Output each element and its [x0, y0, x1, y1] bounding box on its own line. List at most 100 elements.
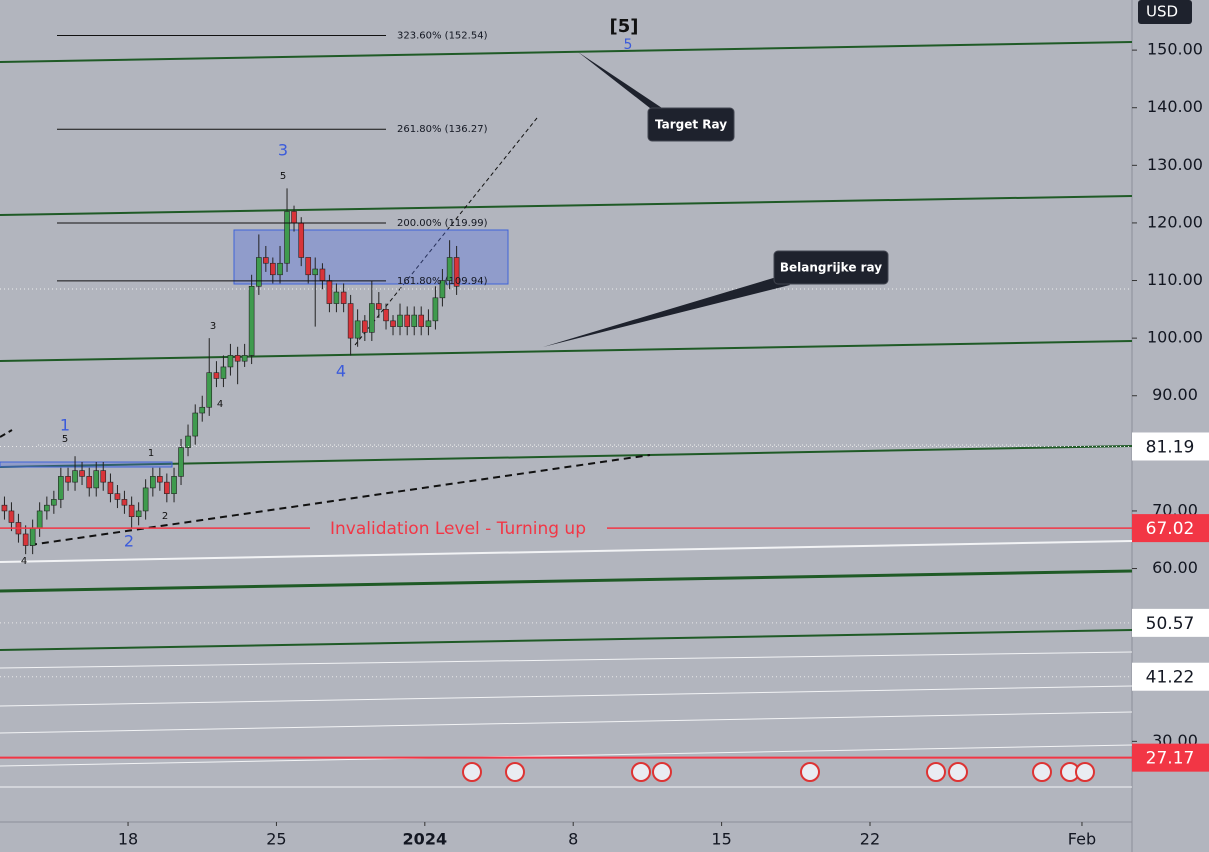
fib-label: 200.00% (119.99) — [397, 218, 488, 229]
candle-body — [383, 309, 389, 322]
wave-label: 5 — [62, 434, 68, 445]
candle-body — [404, 314, 411, 327]
candle-body — [284, 211, 290, 264]
event-icon — [800, 762, 820, 782]
y-tick-label: 140.00 — [1147, 97, 1203, 116]
price-badge — [1132, 608, 1209, 637]
wave-label: 5 — [624, 37, 633, 53]
candle-body — [227, 355, 234, 368]
x-tick-label: 25 — [266, 830, 286, 849]
candle-body — [347, 303, 354, 339]
trend-line — [0, 445, 1133, 468]
price-badge — [1132, 514, 1209, 543]
wave-label: [5] — [610, 16, 639, 37]
candle-body — [142, 487, 149, 512]
zone-box — [0, 461, 173, 468]
price-badge — [1132, 743, 1209, 772]
candle-body — [157, 476, 163, 483]
event-icons — [462, 762, 1095, 782]
white-line — [0, 711, 1133, 734]
candle-body — [72, 470, 78, 483]
candle-body — [362, 320, 368, 333]
candle-body — [411, 314, 418, 327]
white-line — [0, 651, 1133, 669]
candle-body — [114, 493, 121, 500]
trend-line — [0, 629, 1133, 651]
candle-body — [333, 291, 340, 304]
candle-body — [8, 510, 15, 523]
event-icon — [631, 762, 651, 782]
event-icon — [462, 762, 482, 782]
fib-label: 261.80% (136.27) — [397, 124, 488, 135]
candle-body — [312, 268, 319, 276]
event-icon — [652, 762, 672, 782]
event-icon — [948, 762, 968, 782]
y-tick-label: 150.00 — [1147, 40, 1203, 59]
candle-body — [298, 222, 305, 258]
candle-body — [432, 297, 439, 322]
candle-body — [100, 470, 107, 483]
candle-body — [121, 499, 128, 506]
candle-body — [397, 314, 403, 327]
white-line — [0, 540, 1133, 563]
candle-body — [277, 262, 283, 276]
candle-body — [305, 257, 312, 276]
candle-body — [270, 262, 276, 276]
wave-label: 3 — [278, 141, 288, 160]
callout-pointer — [543, 276, 790, 347]
event-icon — [505, 762, 525, 782]
price-label: 81.19 — [1146, 437, 1195, 457]
candle-body — [199, 406, 206, 414]
candle-body — [171, 476, 177, 494]
price-badge — [1132, 432, 1209, 461]
callout-text: Target Ray — [655, 118, 727, 132]
currency-badge — [1138, 0, 1192, 24]
fib-label: 323.60% (152.54) — [397, 30, 488, 41]
callout-text: Belangrijke ray — [780, 261, 882, 275]
candle-body — [234, 355, 241, 362]
x-tick-label: 22 — [860, 830, 880, 849]
dashed-line — [29, 454, 651, 546]
candle-body — [220, 366, 227, 379]
candle-body — [425, 320, 432, 327]
callout-pointer — [578, 52, 668, 112]
candle-body — [326, 280, 333, 304]
candle-body — [44, 504, 50, 512]
y-tick-label: 110.00 — [1147, 270, 1203, 289]
candle-body — [135, 510, 142, 518]
wave-label: 4 — [336, 362, 346, 381]
candle-body — [376, 303, 382, 310]
price-label: 27.17 — [1146, 749, 1195, 769]
wave-label: 5 — [280, 171, 286, 182]
candle-body — [178, 447, 184, 477]
wave-label: 1 — [148, 448, 154, 459]
candle-body — [418, 314, 425, 327]
candle-body — [185, 435, 191, 448]
candle-body — [107, 481, 114, 494]
candle-body — [22, 533, 29, 546]
callout-box — [773, 250, 889, 285]
price-label: 50.57 — [1146, 614, 1195, 634]
candle-body — [1, 504, 8, 512]
event-icon — [1075, 762, 1095, 782]
wave-label: 2 — [162, 511, 168, 522]
candle-body — [256, 257, 262, 287]
y-tick-label: 60.00 — [1152, 558, 1198, 577]
plot — [1, 188, 460, 555]
trend-line — [0, 195, 1133, 216]
candle-body — [65, 476, 71, 483]
x-tick-label: 8 — [568, 830, 578, 849]
wave-label: 4 — [217, 399, 223, 410]
candle-body — [241, 355, 248, 362]
trend-line — [0, 41, 1133, 63]
candle-body — [58, 476, 64, 500]
candle-body — [340, 291, 347, 304]
trend-line — [0, 340, 1133, 362]
candle-body — [128, 504, 135, 518]
candle-body — [319, 268, 326, 281]
candle-body — [263, 257, 269, 264]
price-label: 67.02 — [1146, 519, 1195, 539]
wave-label: 4 — [21, 556, 27, 567]
